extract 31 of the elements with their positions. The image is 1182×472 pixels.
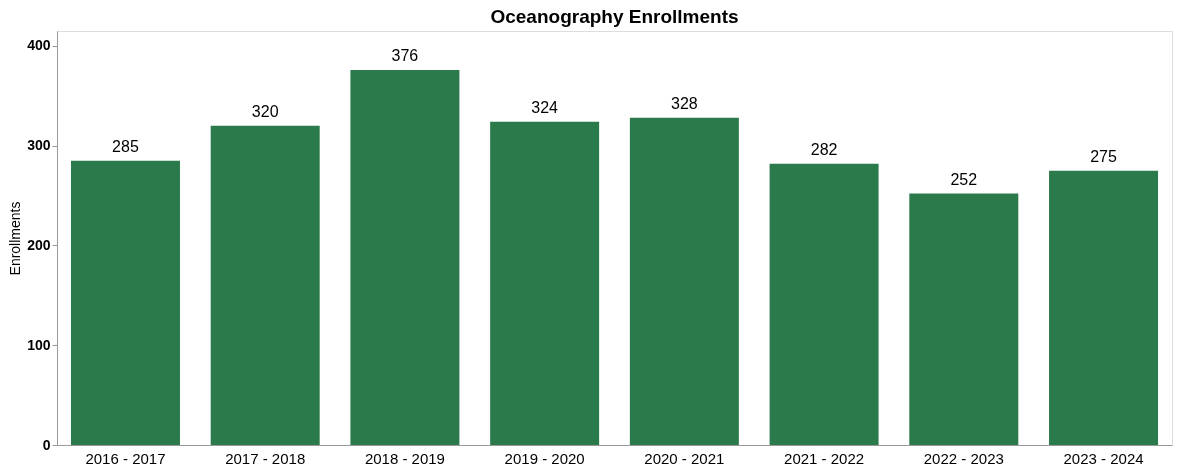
data-label: 376 bbox=[391, 46, 419, 64]
bar bbox=[909, 193, 1019, 445]
x-tick-label: 2023 - 2024 bbox=[1063, 449, 1144, 467]
x-tick-label: 2016 - 2017 bbox=[85, 449, 166, 467]
y-tick-label: 300 bbox=[27, 137, 51, 154]
x-tick-label: 2019 - 2020 bbox=[504, 449, 585, 467]
bar bbox=[210, 125, 320, 445]
x-tick-label: 2017 - 2018 bbox=[225, 449, 306, 467]
x-tick-label: 2018 - 2019 bbox=[364, 449, 445, 467]
y-tick-label: 0 bbox=[42, 436, 51, 453]
bar bbox=[629, 117, 739, 445]
y-axis-title: Enrollments bbox=[7, 201, 24, 276]
data-label: 328 bbox=[671, 94, 698, 112]
data-label: 275 bbox=[1090, 147, 1117, 165]
bar bbox=[490, 121, 600, 445]
data-label: 282 bbox=[810, 140, 838, 158]
bar bbox=[350, 69, 460, 445]
bar bbox=[769, 163, 879, 445]
x-tick-label: 2020 - 2021 bbox=[644, 449, 725, 467]
chart-title: Oceanography Enrollments bbox=[490, 6, 739, 27]
data-label: 320 bbox=[251, 102, 279, 120]
data-label: 324 bbox=[531, 98, 559, 116]
x-tick-label: 2022 - 2023 bbox=[923, 449, 1004, 467]
bar bbox=[70, 160, 180, 445]
x-tick-label: 2021 - 2022 bbox=[784, 449, 865, 467]
y-tick-label: 200 bbox=[27, 236, 51, 253]
bar bbox=[1049, 170, 1159, 445]
data-label: 252 bbox=[950, 170, 978, 188]
data-label: 285 bbox=[112, 137, 139, 155]
y-tick-label: 100 bbox=[27, 336, 51, 353]
y-tick-label: 400 bbox=[27, 37, 51, 54]
